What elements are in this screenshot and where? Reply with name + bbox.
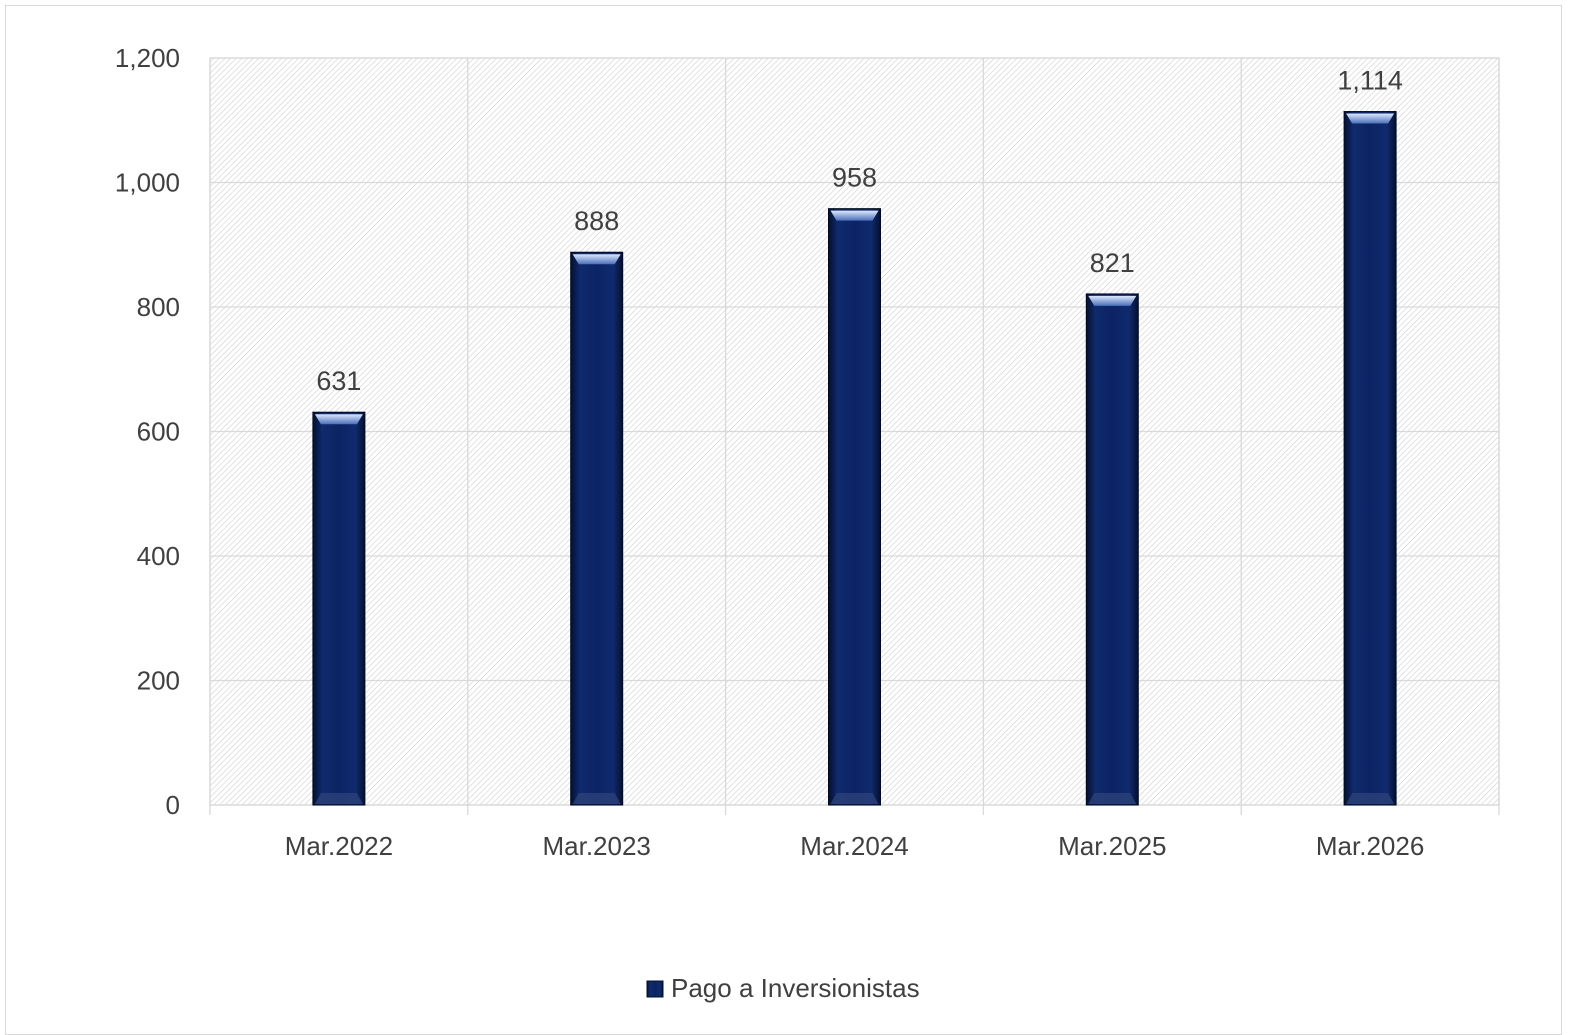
bar-bottom-bevel: [1088, 793, 1137, 804]
legend-swatch: [646, 980, 664, 998]
data-label: 1,114: [1337, 66, 1403, 96]
data-label: 821: [1090, 248, 1135, 278]
bar-bottom-bevel: [1346, 793, 1395, 804]
bar-top-bevel: [830, 210, 879, 221]
bar: [1343, 111, 1397, 806]
data-label: 888: [574, 206, 619, 236]
bar: [828, 208, 881, 806]
x-tick-label: Mar.2024: [800, 831, 908, 861]
bar-body: [570, 251, 624, 806]
legend-label: Pago a Inversionistas: [671, 973, 920, 1003]
bar-top-bevel: [314, 414, 363, 425]
data-label: 631: [316, 366, 361, 396]
x-tick-label: Mar.2026: [1316, 831, 1424, 861]
data-label: 958: [832, 163, 877, 193]
bar-bottom-bevel: [572, 793, 621, 804]
x-tick-label: Mar.2025: [1058, 831, 1166, 861]
y-tick-label: 400: [137, 541, 180, 571]
y-tick-label: 200: [137, 666, 180, 696]
x-tick-label: Mar.2022: [285, 831, 393, 861]
bar-body: [312, 411, 366, 806]
y-tick-label: 1,200: [115, 43, 180, 73]
bar-body: [1085, 293, 1139, 806]
x-tick-label: Mar.2023: [542, 831, 650, 861]
bar-body: [828, 208, 881, 806]
bar-bottom-bevel: [314, 793, 363, 804]
y-tick-label: 1,000: [115, 168, 180, 198]
legend: Pago a Inversionistas: [646, 973, 920, 1003]
y-tick-label: 0: [166, 790, 180, 820]
bar: [312, 411, 366, 806]
bar-top-bevel: [1346, 113, 1395, 124]
bar-body: [1343, 111, 1397, 806]
y-tick-label: 800: [137, 292, 180, 322]
bar-top-bevel: [1088, 295, 1137, 306]
bar: [570, 251, 624, 806]
bar-bottom-bevel: [830, 793, 879, 804]
y-tick-label: 600: [137, 417, 180, 447]
bar: [1085, 293, 1139, 806]
bar-top-bevel: [572, 254, 621, 265]
